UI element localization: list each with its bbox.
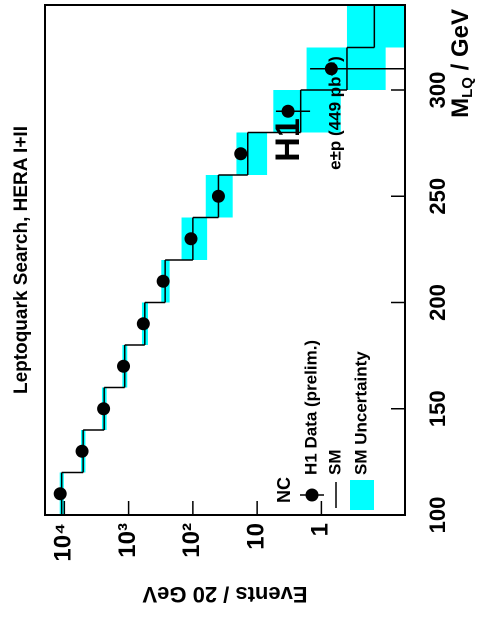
- data-point: [53, 487, 67, 501]
- y-tick-label: 10⁴: [50, 523, 77, 562]
- legend-title: NC: [274, 477, 294, 503]
- legend-band-swatch: [350, 480, 374, 510]
- legend-label: SM: [325, 450, 344, 476]
- legend-label: SM Uncertainty: [351, 351, 370, 475]
- x-tick-label: 300: [425, 72, 450, 109]
- annotation-luminosity: e±p (449 pb⁻¹): [325, 56, 344, 170]
- plot-frame: [44, 4, 406, 516]
- data-point: [281, 104, 295, 118]
- annotation-experiment: H1: [269, 118, 307, 161]
- sm-uncertainty-box: [236, 132, 268, 175]
- data-point: [75, 444, 89, 458]
- data-point: [184, 232, 198, 246]
- data-point: [211, 189, 225, 203]
- rotated-chart: 10⁴ 10³ 10² 10 1 100 150 200 250 300 Leptoquark Se…: [11, 4, 476, 607]
- data-point: [117, 359, 131, 373]
- data-point: [234, 147, 248, 161]
- data-point: [324, 62, 338, 76]
- x-axis-label-sub: LQ: [459, 77, 476, 98]
- data-point: [156, 274, 170, 288]
- x-axis-label: MLQ / GeV: [447, 9, 476, 118]
- x-tick-label: 200: [425, 284, 450, 321]
- data-point: [136, 317, 150, 331]
- legend-data-marker: [305, 488, 319, 502]
- y-axis-label: Events / 20 GeV: [142, 582, 307, 607]
- legend-label: H1 Data (prelim.): [301, 340, 320, 475]
- x-axis-label-rest: / GeV: [447, 9, 474, 77]
- sm-uncertainty-box: [346, 5, 406, 48]
- x-tick-label: 250: [425, 178, 450, 215]
- y-tick-label: 10: [242, 523, 269, 550]
- data-point: [97, 402, 111, 416]
- x-tick-label: 100: [425, 497, 450, 534]
- y-tick-label: 10³: [114, 523, 141, 558]
- y-tick-label: 10²: [178, 523, 205, 558]
- chart-title: Leptoquark Search, HERA I+II: [11, 126, 32, 394]
- y-tick-label: 1: [307, 523, 334, 536]
- x-tick-label: 150: [425, 390, 450, 427]
- x-axis-label-main: M: [447, 98, 474, 118]
